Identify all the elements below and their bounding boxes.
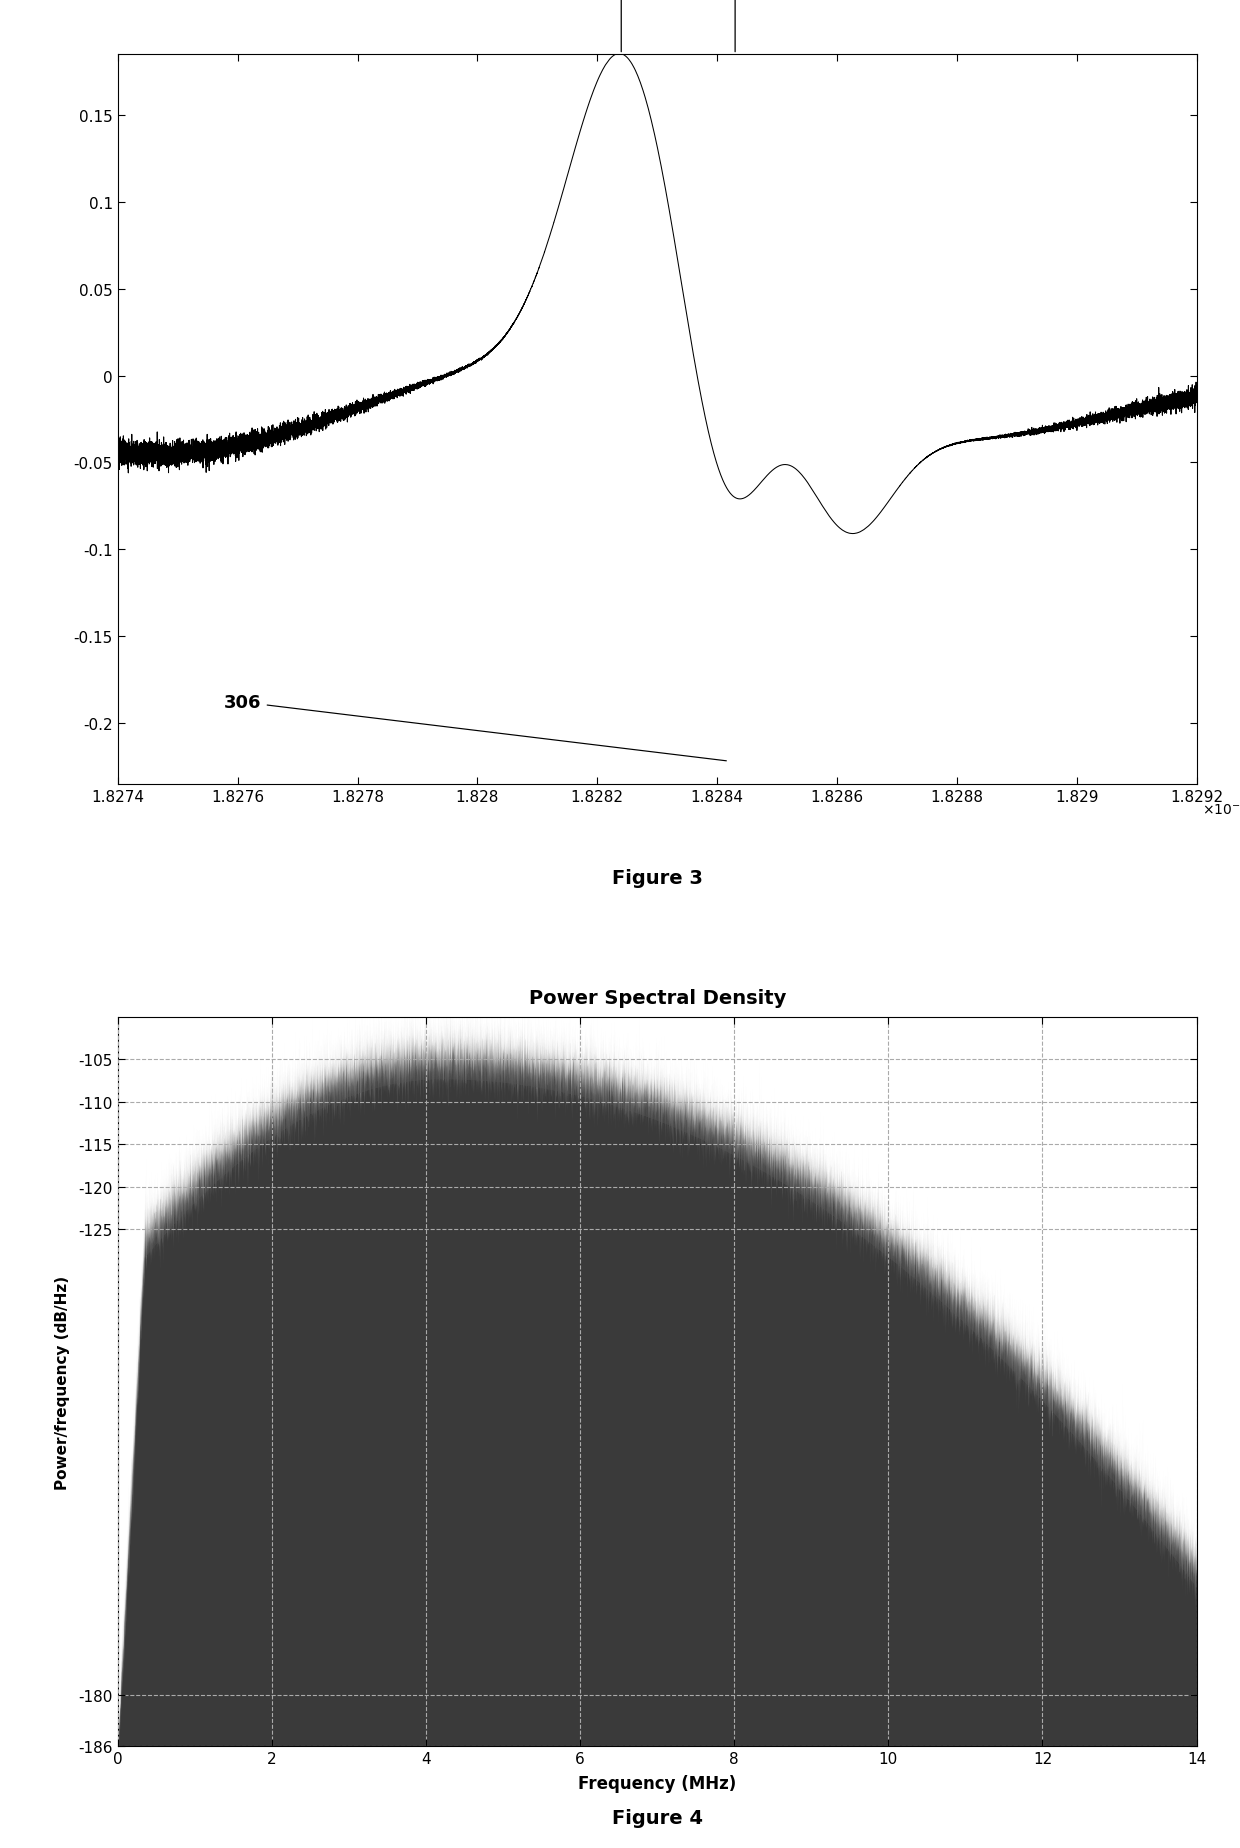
Y-axis label: Power/frequency (dB/Hz): Power/frequency (dB/Hz) xyxy=(55,1275,71,1489)
Text: $\times10^{-3}$: $\times10^{-3}$ xyxy=(1202,798,1240,817)
Text: Figure 3: Figure 3 xyxy=(611,869,703,887)
X-axis label: Frequency (MHz): Frequency (MHz) xyxy=(578,1774,737,1793)
Text: 306: 306 xyxy=(224,693,727,761)
Text: Figure 4: Figure 4 xyxy=(611,1809,703,1828)
Title: Power Spectral Density: Power Spectral Density xyxy=(528,989,786,1007)
